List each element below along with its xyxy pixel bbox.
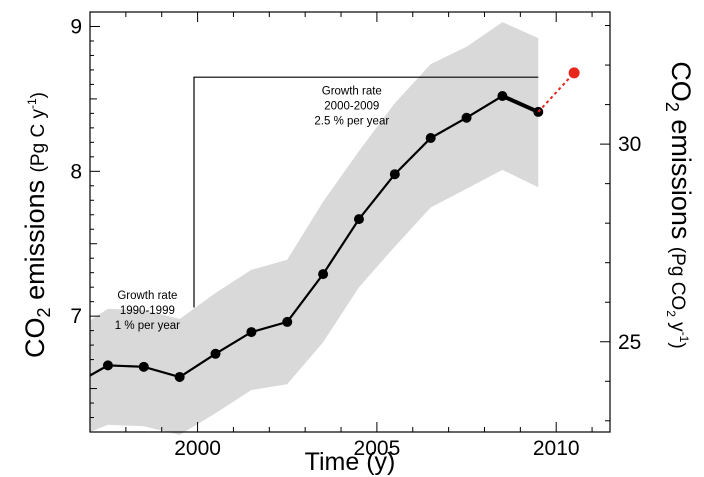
axes-layer: 2000 2005 2010 7 8 9 25 30 (70, 11, 641, 460)
emissions-line (89, 94, 539, 379)
x-tick-label-2000: 2000 (174, 437, 221, 460)
y-label-left-unit-sup: -1 (25, 98, 39, 109)
y-tick-label-8: 8 (70, 160, 82, 183)
y-tick-label-7: 7 (70, 305, 82, 328)
x-axis-label: Time (y) (305, 448, 396, 476)
projection-point (568, 67, 580, 79)
y-label-right-unit-pre: (Pg CO (667, 247, 688, 310)
y-tick-label-9: 9 (70, 15, 82, 38)
emissions-point-7 (318, 269, 329, 280)
emissions-point-12 (497, 91, 508, 101)
projection-line (537, 72, 575, 113)
y-label-right-unit-sub: 2 (664, 310, 678, 317)
y-label-right-main: CO (666, 61, 696, 102)
y-label-right-unit-mid: y (667, 317, 688, 332)
annotation-1-line-2: 2.5 % per year (314, 116, 389, 128)
emissions-point-6 (282, 316, 293, 327)
emissions-point-2 (138, 361, 149, 372)
series-layer (89, 67, 580, 382)
y-label-left-unit-pre: (Pg C y (28, 109, 49, 173)
emissions-point-11 (461, 112, 472, 123)
y-label-left-sub: 2 (34, 307, 54, 317)
x-tick-label-2005: 2005 (354, 437, 401, 460)
annotation-0-line-0: Growth rate (117, 290, 177, 302)
y-label-right-rest: emissions (666, 112, 696, 247)
y-label-right-unit-post: ) (667, 342, 688, 348)
annotation-0-line-1: 1990-1999 (120, 305, 175, 317)
plot-frame (89, 11, 611, 433)
emissions-point-3 (174, 371, 185, 382)
y-right-tick-label-25: 25 (618, 331, 641, 354)
annotation-1-line-0: Growth rate (322, 86, 382, 98)
growth-rate-bracket (193, 76, 539, 308)
emissions-point-9 (389, 169, 400, 180)
y-right-tick-label-30: 30 (618, 133, 641, 156)
annotation-layer: Growth rate 1990-1999 1 % per year Growth r… (115, 76, 539, 332)
annotation-1-line-1: 2000-2009 (324, 101, 379, 113)
uncertainty-band (90, 22, 539, 435)
emissions-point-1 (102, 360, 113, 371)
y-label-right-sub: 2 (662, 102, 682, 112)
emissions-point-4 (210, 348, 221, 359)
y-axis-label-left: CO2 emissions (Pg C y-1) (20, 92, 54, 358)
emissions-point-10 (425, 133, 436, 143)
y-axis-label-right: CO2 emissions (Pg CO2 y-1) (662, 61, 696, 348)
y-label-left-unit-post: ) (28, 92, 49, 98)
emissions-line-final-segment (501, 94, 540, 114)
y-label-right-unit-sup: -1 (677, 332, 691, 343)
emissions-point-8 (353, 214, 364, 225)
x-tick-label-2010: 2010 (533, 437, 580, 460)
y-label-left-main: CO (20, 317, 50, 358)
annotation-0-line-2: 1 % per year (115, 320, 180, 332)
uncertainty-band-layer (90, 22, 539, 435)
emissions-point-5 (246, 327, 257, 338)
y-label-left-rest: emissions (20, 172, 50, 307)
